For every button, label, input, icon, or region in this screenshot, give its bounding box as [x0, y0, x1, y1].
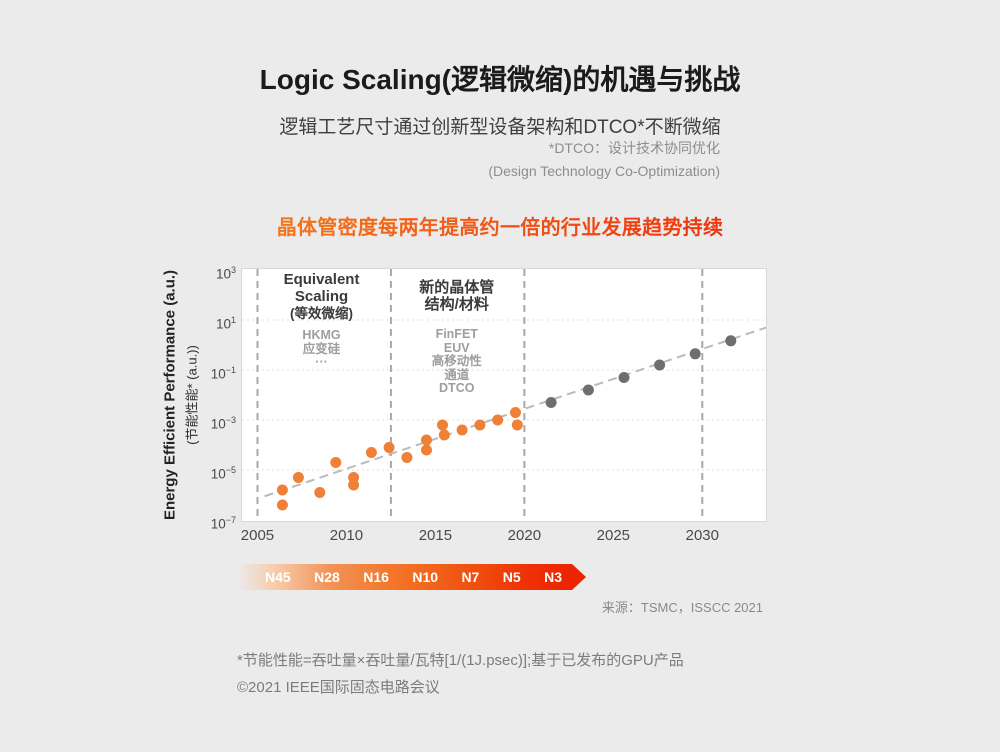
data-point-historical [474, 419, 486, 431]
y-tick-label: 10−5 [210, 465, 236, 482]
node-gradient-bar: N45 N28 N16 N10 N7 N5 N3 [237, 564, 572, 590]
era-annotation-title: 结构/材料 [424, 296, 489, 313]
x-tick-label: 2010 [329, 527, 364, 544]
y-tick-label: 103 [215, 265, 236, 282]
data-point-historical [437, 419, 448, 431]
data-point-historical [365, 447, 377, 458]
x-tick-label: 2005 [240, 527, 275, 544]
dtco-footnote-line-zh: *DTCO：设计技术协同优化 [548, 140, 720, 156]
node-label: N10 [412, 569, 439, 585]
arrow-tip-icon [572, 564, 586, 590]
y-tick-label: 10−7 [210, 515, 236, 532]
data-point-projected [582, 384, 594, 396]
era-annotation-item: 高移动性 [431, 354, 482, 368]
data-point-historical [314, 487, 326, 498]
trend-headline: 晶体管密度每两年提高约一倍的行业发展趋势持续 [0, 211, 1000, 240]
x-tick-label: 2030 [685, 527, 719, 544]
x-tick-label: 2015 [418, 527, 453, 544]
data-point-historical [292, 472, 304, 483]
era-annotation-title: 新的晶体管 [419, 279, 495, 296]
data-point-historical [383, 442, 395, 453]
era-annotation: 新的晶体管 结构/材料 FinFET EUV 高移动性 通道 DTCO [382, 279, 532, 396]
data-point-projected [689, 348, 701, 360]
era-annotation-item: DTCO [439, 381, 475, 395]
node-label: N5 [502, 569, 521, 585]
era-annotation-item: 通道 [444, 367, 470, 382]
node-label: N28 [314, 569, 340, 585]
process-node-bar: N45 N28 N16 N10 N7 N5 N3 [237, 564, 586, 590]
data-point-historical [421, 434, 432, 446]
copyright-footnote: ©2021 IEEE国际固态电路会议 [237, 679, 440, 696]
data-point-historical [276, 499, 288, 511]
era-annotation-title: Equivalent [283, 271, 360, 288]
era-annotation-item: ··· [315, 355, 328, 369]
era-annotation-item: EUV [443, 340, 470, 355]
node-label: N16 [363, 569, 389, 585]
data-point-historical [401, 452, 413, 463]
era-annotation-item: HKMG [302, 328, 341, 342]
page-subtitle: 逻辑工艺尺寸通过创新型设备架构和DTCO*不断微缩 [279, 117, 721, 138]
node-label: N3 [544, 569, 562, 585]
era-annotation-item: 应变硅 [302, 341, 341, 356]
data-point-historical [421, 444, 432, 456]
y-tick-label: 10−1 [210, 365, 236, 382]
data-point-historical [330, 457, 342, 468]
metric-footnote: *节能性能=吞吐量×吞吐量/瓦特[1/(1J.psec)];基于已发布的GPU产… [237, 652, 684, 669]
data-point-projected [654, 359, 666, 371]
era-annotation: Equivalent Scaling (等效微缩) HKMG 应变硅 ··· [247, 271, 397, 370]
data-point-projected [725, 335, 737, 347]
data-point-historical [456, 424, 468, 436]
data-point-historical [348, 479, 360, 491]
x-tick-label: 2025 [596, 527, 631, 544]
data-point-historical [492, 414, 504, 426]
x-tick-label: 2020 [507, 527, 542, 544]
page-title: Logic Scaling(逻辑微缩)的机遇与挑战 [259, 64, 741, 95]
source-credit: 来源：TSMC，ISSCC 2021 [601, 600, 763, 615]
dtco-footnote: *DTCO：设计技术协同优化 (Design Technology Co-Opt… [488, 137, 720, 183]
data-point-projected [618, 372, 630, 383]
era-annotation-item: FinFET [435, 327, 478, 341]
data-point-historical [276, 484, 288, 496]
dtco-footnote-line-en: (Design Technology Co-Optimization) [488, 163, 720, 179]
node-label: N7 [461, 569, 480, 585]
era-annotation-subtitle: (等效微缩) [290, 306, 354, 321]
plot-area: Equivalent Scaling (等效微缩) HKMG 应变硅 ··· 新的晶体管 结构… [241, 268, 767, 522]
data-point-historical [511, 419, 523, 431]
y-tick-label: 10−3 [210, 415, 236, 432]
data-point-historical [510, 407, 521, 418]
data-point-projected [545, 397, 557, 408]
y-axis-label-en: Energy Efficient Performance (a.u.) [161, 269, 179, 521]
node-label: N45 [265, 569, 291, 585]
data-point-historical [438, 429, 450, 441]
y-tick-label: 101 [215, 315, 236, 332]
scatter-chart-canvas [242, 269, 766, 521]
era-annotation-title: Scaling [294, 288, 349, 305]
